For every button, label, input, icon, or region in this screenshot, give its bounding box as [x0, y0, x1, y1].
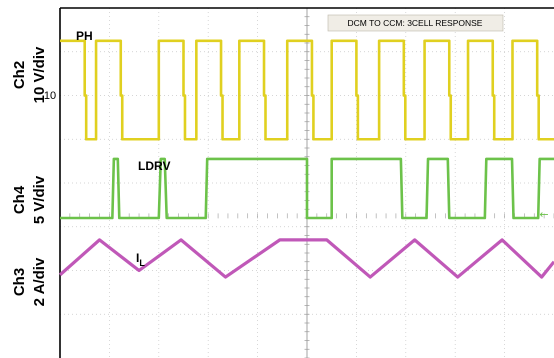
ch2-tick-label: 10 [44, 90, 56, 102]
ch2-name: Ch2 [11, 61, 28, 89]
ch2-scale: 10 V/div [31, 46, 48, 103]
ch4-scale: 5 V/div [31, 175, 48, 224]
trace-il [58, 238, 554, 279]
trace-label-il: IL [136, 251, 145, 268]
trace-label-il-main: I [136, 251, 139, 265]
trace-ldrv [60, 157, 554, 220]
ldrv-level-marker: ← [539, 208, 548, 221]
title-box [327, 14, 504, 32]
ch3-scale: 2 A/div [31, 257, 48, 306]
trace-label-ldrv: LDRV [138, 159, 170, 173]
traces [58, 39, 554, 279]
trace-label-ph: PH [76, 29, 93, 43]
ch3-name: Ch3 [11, 268, 28, 296]
ch4-name: Ch4 [11, 185, 28, 214]
trace-label-il-sub: L [139, 258, 145, 268]
trace-ph [60, 39, 554, 141]
chart-title: DCM TO CCM: 3CELL RESPONSE [348, 18, 483, 28]
